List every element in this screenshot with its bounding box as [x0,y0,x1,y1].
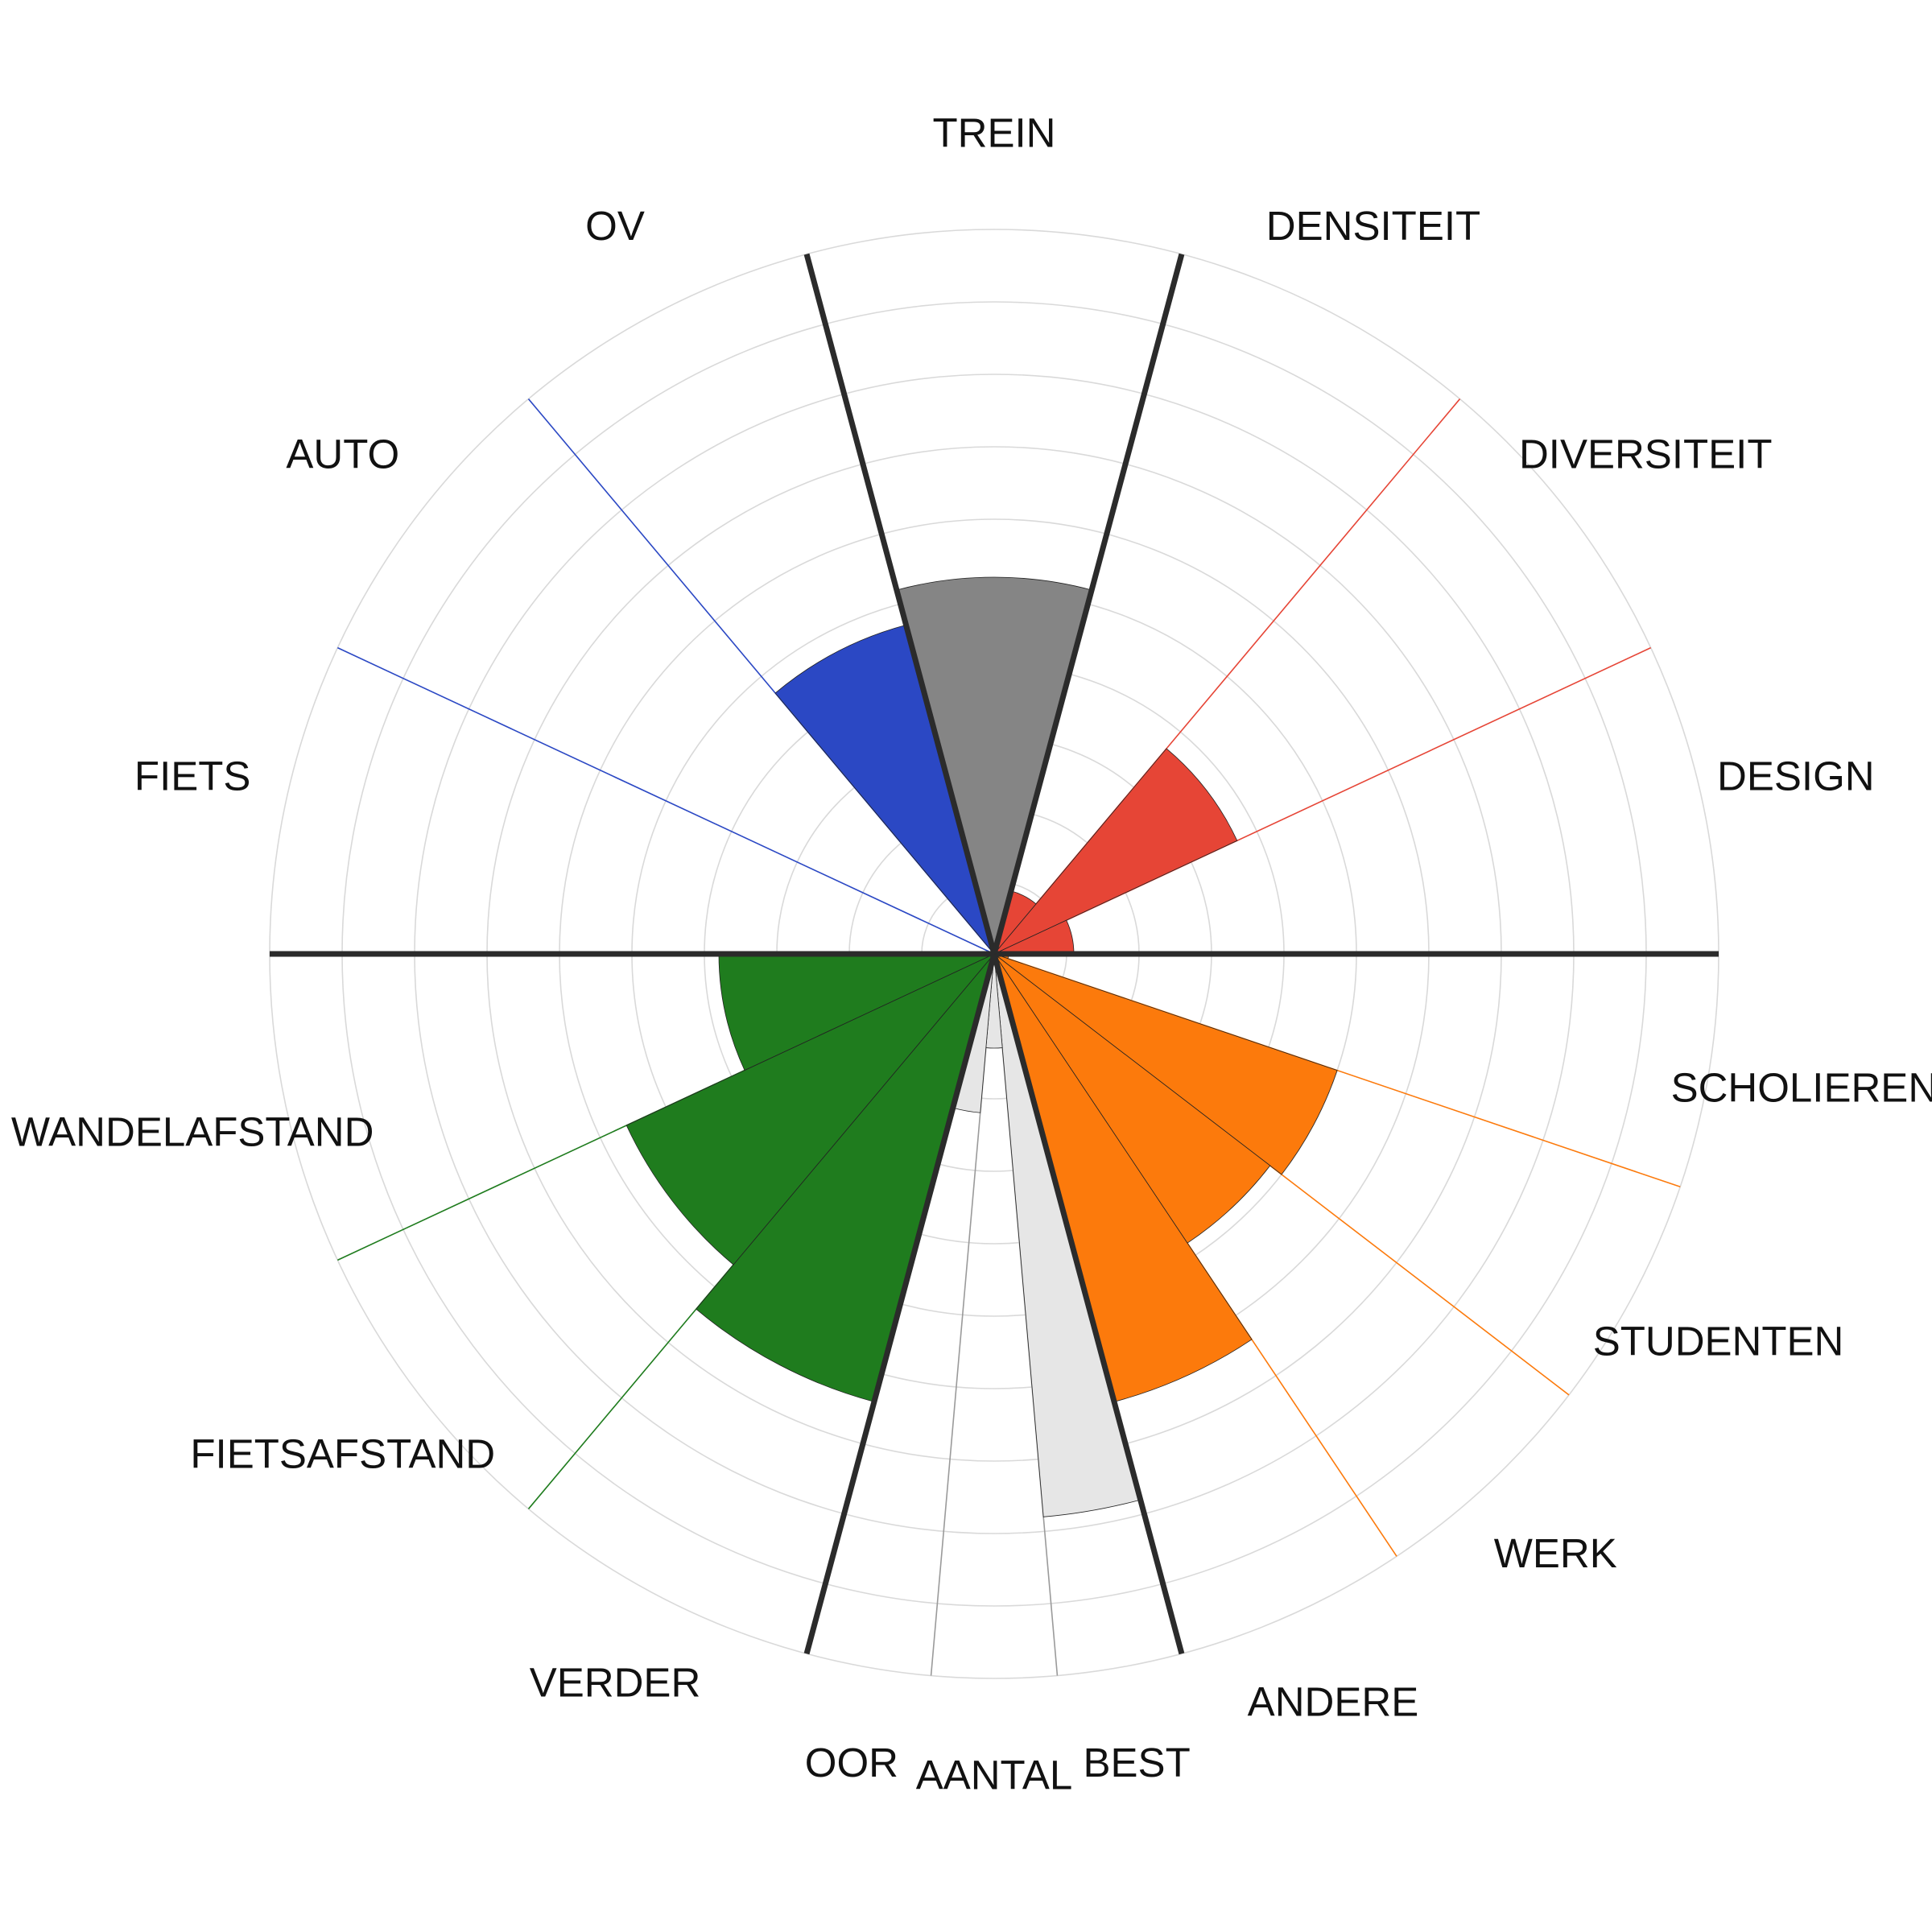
label-best: BEST [1084,1740,1191,1785]
label-densiteit: DENSITEIT [1266,203,1480,249]
bars [625,576,1338,1517]
label-fiets: FIETS [134,753,251,799]
bar-wandelafstand [718,953,995,1071]
group-divider [991,253,1185,955]
category-spoke [336,646,995,955]
bar-fietsafstand [625,953,995,1265]
label-fietsafstand: FIETSAFSTAND [190,1430,495,1476]
group-dividers [270,253,1719,1655]
label-verder: VERDER [530,1659,701,1705]
bar-werk [993,953,1271,1244]
label-werk: WERK [1494,1530,1617,1576]
label-studenten: STUDENTEN [1593,1318,1844,1364]
label-aantal: AANTAL [916,1752,1073,1798]
label-ov: OV [585,203,645,249]
bar-ov [774,624,995,955]
bar-verder [696,953,995,1402]
bar-trein [896,576,1092,956]
group-divider [803,253,997,955]
bar-diversiteit [993,748,1238,955]
category-labels: TREIN DENSITEIT DIVERSITEIT DESIGN SCHOLIERE… [11,110,1932,1798]
label-oor: OOR [805,1740,898,1785]
label-design: DESIGN [1717,753,1875,799]
bar-andere [993,953,1253,1402]
label-auto: AUTO [286,431,399,477]
group-divider [803,953,997,1655]
bar-studenten [993,953,1338,1175]
label-wandelafstand: WANDELAFSTAND [11,1108,374,1154]
label-trein: TREIN [933,110,1056,156]
label-scholieren: SCHOLIEREN [1671,1065,1932,1111]
label-andere: ANDERE [1248,1679,1419,1725]
group-divider [991,953,1185,1655]
label-diversiteit: DIVERSITEIT [1519,431,1773,477]
